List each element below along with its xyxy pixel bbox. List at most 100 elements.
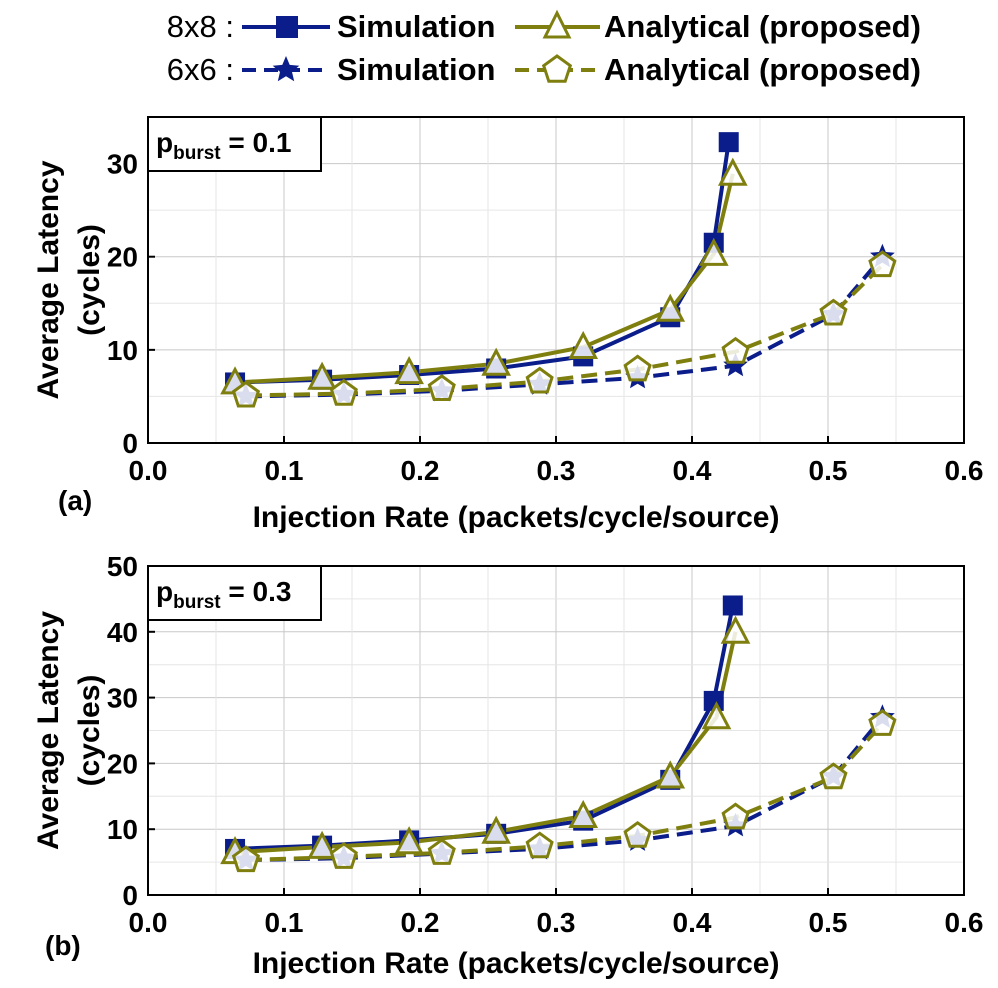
y-tick-label: 10 xyxy=(107,335,138,366)
data-point-star xyxy=(723,352,748,377)
annotation-box-b: pburst = 0.3 xyxy=(147,565,322,621)
x-tick-label: 0.6 xyxy=(945,455,984,486)
data-point-triangle xyxy=(720,615,751,644)
annotation-frame-b xyxy=(147,565,322,621)
panel-label-b: (b) xyxy=(45,930,81,961)
y-axis-title-a-line2: (cycles) xyxy=(73,224,106,336)
x-tick-label: 0.5 xyxy=(809,455,848,486)
data-point-triangle xyxy=(394,826,424,855)
data-point-pentagon xyxy=(623,354,652,382)
data-point-triangle xyxy=(568,330,599,359)
x-tick-label: 0.1 xyxy=(265,907,304,938)
data-point-triangle xyxy=(698,237,729,266)
y-tick-labels-b: 0 10 20 30 40 50 xyxy=(107,551,155,911)
x-tick-label: 0.3 xyxy=(537,907,576,938)
x-tick-labels-a: 0.0 0.1 0.2 0.3 0.4 0.5 0.6 xyxy=(129,436,984,486)
data-point-pentagon xyxy=(427,374,456,401)
y-tick-label: 20 xyxy=(107,242,138,273)
y-tick-label: 0 xyxy=(122,428,138,459)
data-point-pentagon xyxy=(623,820,652,848)
legend-8x8-ana-triangle-marker xyxy=(542,9,572,39)
series-line-pentagon xyxy=(245,722,884,863)
legend-6x6-ana-pentagon-marker xyxy=(541,54,573,83)
data-point-pentagon xyxy=(427,838,456,865)
legend-6x6-ana-label: Analytical (proposed) xyxy=(604,52,921,87)
data-point-triangle xyxy=(655,293,686,322)
annotation-p-b: p xyxy=(156,576,173,607)
data-point-pentagon xyxy=(525,366,554,394)
data-point-triangle xyxy=(481,347,511,376)
data-point-pentagon xyxy=(329,841,358,869)
y-tick-label: 40 xyxy=(107,617,138,648)
data-point-pentagon xyxy=(525,831,554,859)
x-tick-label: 0.3 xyxy=(537,455,576,486)
annotation-text-a: pburst = 0.1 xyxy=(156,127,291,164)
x-axis-title-b: Injection Rate (packets/cycle/source) xyxy=(253,947,780,980)
series-line-pentagon xyxy=(245,263,884,398)
annotation-value-b: = 0.3 xyxy=(221,576,292,607)
series-line-square xyxy=(234,141,731,385)
x-axis-title-a: Injection Rate (packets/cycle/source) xyxy=(253,501,780,534)
panel-label-a: (a) xyxy=(58,485,92,516)
annotation-value-a: = 0.1 xyxy=(221,127,292,158)
annotation-sub-a: burst xyxy=(173,143,221,164)
y-tick-label: 20 xyxy=(107,748,138,779)
legend-row2-label: 6x6 : xyxy=(167,52,234,87)
legend-8x8-sim-square-marker xyxy=(276,16,298,38)
y-axis-title-b-line1: Average Latency xyxy=(32,611,65,850)
chart-panel-b: 0.0 0.1 0.2 0.3 0.4 0.5 0.6 0 10 20 30 40 50 Inject… xyxy=(32,551,983,980)
y-tick-label: 10 xyxy=(107,814,138,845)
data-point-triangle xyxy=(701,701,732,730)
x-tick-label: 0.1 xyxy=(265,455,304,486)
data-point-pentagon xyxy=(721,336,750,364)
x-tick-label: 0.4 xyxy=(673,455,712,486)
x-tick-label: 0.4 xyxy=(673,907,712,938)
series-group-a xyxy=(220,132,897,408)
legend-6x6-sim-label: Simulation xyxy=(337,52,495,87)
y-tick-label: 30 xyxy=(107,683,138,714)
legend-row1-label: 8x8 : xyxy=(167,9,234,44)
x-tick-label: 0.5 xyxy=(809,907,848,938)
legend: 8x8 : Simulation Analytical (proposed) 6… xyxy=(167,9,921,87)
x-tick-labels-b: 0.0 0.1 0.2 0.3 0.4 0.5 0.6 xyxy=(129,888,984,938)
x-tick-label: 0.2 xyxy=(401,455,440,486)
data-point-pentagon xyxy=(819,298,848,326)
data-point-triangle xyxy=(394,355,424,385)
series-line-triangle xyxy=(234,173,735,385)
y-tick-label: 30 xyxy=(107,149,138,180)
x-tick-label: 0.6 xyxy=(945,907,984,938)
annotation-box-a: pburst = 0.1 xyxy=(147,116,322,172)
data-point-pentagon xyxy=(721,802,750,830)
x-tick-label: 0.2 xyxy=(401,907,440,938)
data-point-pentagon xyxy=(868,709,897,736)
data-point-triangle xyxy=(307,830,337,859)
y-tick-label: 50 xyxy=(107,551,138,582)
data-point-square xyxy=(718,132,739,153)
y-axis-title-a-line1: Average Latency xyxy=(32,160,65,399)
legend-8x8-ana-label: Analytical (proposed) xyxy=(604,9,921,44)
data-point-square xyxy=(722,595,743,616)
series-line-square xyxy=(234,605,735,851)
chart-panel-a: 0.0 0.1 0.2 0.3 0.4 0.5 0.6 0 10 20 30 Injection … xyxy=(32,116,984,534)
data-point-triangle xyxy=(717,157,748,186)
data-point-pentagon xyxy=(868,250,897,278)
annotation-p-a: p xyxy=(156,127,173,158)
legend-8x8-sim-label: Simulation xyxy=(337,9,495,44)
annotation-frame-a xyxy=(147,116,322,172)
data-point-pentagon xyxy=(819,762,848,790)
x-tick-label: 0.0 xyxy=(129,907,168,938)
legend-6x6-sim-star-marker xyxy=(272,56,300,82)
data-point-triangle xyxy=(568,799,599,828)
data-point-pentagon xyxy=(231,380,261,408)
annotation-sub-b: burst xyxy=(173,592,221,613)
series-group-b xyxy=(220,595,897,873)
y-tick-label: 0 xyxy=(122,880,138,911)
y-tick-labels-a: 0 10 20 30 xyxy=(107,149,155,459)
data-point-pentagon xyxy=(231,845,261,873)
data-point-pentagon xyxy=(329,378,358,406)
data-point-triangle xyxy=(307,361,337,390)
data-point-triangle xyxy=(481,815,511,844)
series-line-star xyxy=(245,255,884,399)
x-tick-label: 0.0 xyxy=(129,455,168,486)
data-point-triangle xyxy=(655,760,686,789)
